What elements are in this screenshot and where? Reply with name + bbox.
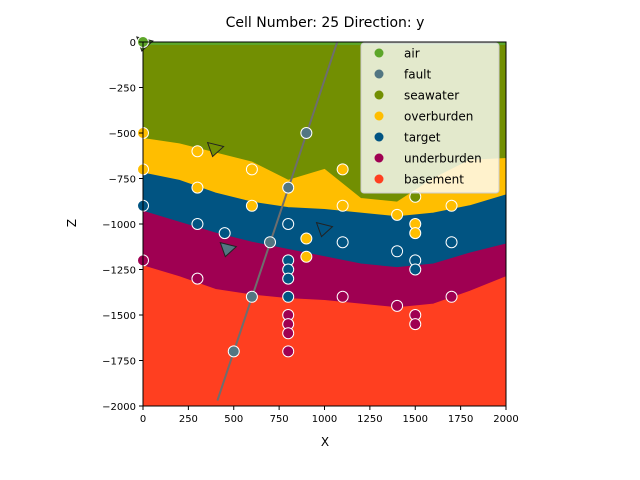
orientation-marker [315, 221, 334, 238]
y-tick-label: −1500 [102, 311, 136, 322]
legend-label-overburden: overburden [404, 110, 473, 124]
point-overburden [391, 208, 404, 221]
point-underburden [191, 272, 204, 285]
point-target [336, 236, 349, 249]
point-fault [227, 345, 240, 358]
x-axis-label: X [321, 435, 329, 449]
point-target [282, 290, 295, 303]
point-underburden [391, 299, 404, 312]
point-overburden [245, 163, 258, 176]
point-target [191, 218, 204, 230]
point-overburden [300, 250, 313, 263]
point-overburden [409, 227, 422, 240]
x-axis: 0 250 500 750 1000 1250 1500 1750 2000 [140, 406, 519, 425]
y-tick-label: −2000 [102, 402, 136, 413]
legend-label-air: air [404, 47, 420, 61]
legend-marker-underburden [374, 153, 384, 163]
legend-marker-overburden [374, 111, 384, 121]
legend-marker-fault [374, 69, 384, 79]
y-tick-label: −1750 [102, 357, 136, 368]
x-tick-label: 750 [270, 414, 289, 425]
point-target [282, 218, 295, 230]
legend-label-seawater: seawater [404, 89, 459, 103]
x-tick-label: 1750 [448, 414, 473, 425]
point-target [391, 245, 404, 258]
point-underburden [282, 345, 295, 358]
x-tick-label: 250 [179, 414, 198, 425]
x-tick-label: 1250 [357, 414, 382, 425]
point-underburden [445, 290, 458, 303]
orientation-marker [206, 141, 225, 158]
point-fault [282, 181, 295, 194]
point-overburden [300, 232, 313, 245]
y-axis-label: Z [65, 219, 79, 227]
point-overburden [245, 199, 258, 212]
legend-marker-air [374, 48, 384, 58]
y-tick-label: −500 [109, 129, 136, 140]
point-overburden [336, 163, 349, 176]
legend: air fault seawater overburden target underbur… [360, 42, 500, 194]
y-tick-label: −1250 [102, 266, 136, 277]
legend-marker-target [374, 132, 384, 142]
point-target [409, 263, 422, 276]
point-target [282, 272, 295, 285]
x-tick-label: 0 [140, 414, 146, 425]
y-tick-label: −1000 [102, 220, 136, 231]
point-target [445, 236, 458, 249]
point-overburden [445, 199, 458, 212]
point-overburden [336, 199, 349, 212]
point-target [218, 227, 231, 240]
point-overburden [191, 145, 204, 158]
point-fault [300, 127, 313, 139]
legend-marker-basement [374, 174, 384, 184]
x-tick-label: 1000 [312, 414, 337, 425]
legend-label-target: target [404, 131, 441, 145]
point-underburden [336, 290, 349, 303]
y-axis: 0 −250 −500 −750 −1000 −1250 −1500 −1750 −2000 [102, 38, 143, 413]
orientation-marker [219, 241, 238, 258]
legend-marker-seawater [374, 90, 384, 100]
legend-label-fault: fault [404, 68, 432, 82]
point-fault [245, 290, 258, 303]
x-tick-label: 1500 [403, 414, 428, 425]
chart-title: Cell Number: 25 Direction: y [226, 15, 425, 31]
legend-label-underburden: underburden [404, 152, 482, 166]
y-tick-label: 0 [130, 38, 136, 49]
layer-air [143, 42, 506, 45]
y-tick-label: −250 [109, 84, 136, 95]
x-tick-label: 2000 [493, 414, 518, 425]
legend-label-basement: basement [404, 173, 464, 187]
point-fault [264, 236, 277, 249]
legend-box [360, 42, 500, 194]
y-tick-label: −750 [109, 175, 136, 186]
x-tick-label: 500 [224, 414, 243, 425]
point-underburden [409, 318, 422, 331]
fault-line [216, 41, 339, 401]
point-overburden [191, 181, 204, 194]
point-underburden [282, 327, 295, 340]
